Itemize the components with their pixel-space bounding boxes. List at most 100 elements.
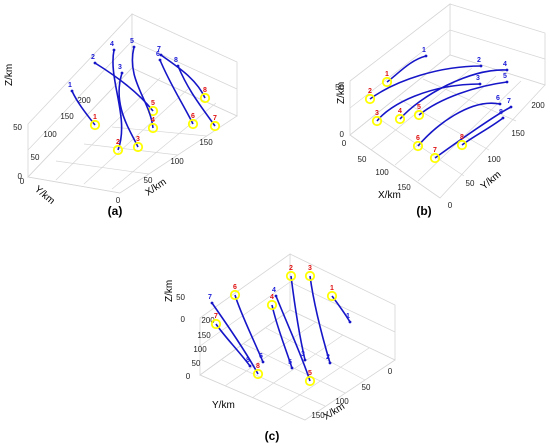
track-end-label: 4: [270, 294, 274, 301]
y-tick-label: 0: [186, 372, 191, 381]
track-start-label: 3: [301, 351, 305, 358]
x-gridline: [83, 143, 179, 156]
y-tick-label: 200: [77, 96, 91, 105]
y-gridline: [374, 115, 465, 177]
z-gridline: [199, 281, 396, 347]
y-gridline: [243, 343, 346, 394]
x-gridline: [27, 176, 121, 194]
track-end-label: 3: [375, 110, 379, 117]
target-marker: [229, 289, 241, 301]
y-gridline: [221, 359, 326, 407]
track-line: [331, 295, 351, 323]
y-tick-label: 50: [31, 153, 40, 162]
track-line: [417, 102, 501, 147]
track-start-label: 2: [326, 354, 330, 361]
y-gridline: [398, 98, 490, 151]
y-tick-label: 100: [487, 155, 501, 164]
track-start-label: 6: [156, 51, 160, 58]
track-line: [211, 302, 259, 375]
x-tick-label: 50: [144, 176, 153, 185]
start-point: [501, 116, 505, 120]
start-point: [479, 64, 483, 68]
track-end-label: 8: [460, 134, 464, 141]
start-point: [328, 361, 332, 365]
z-tick-label: 0: [18, 172, 23, 181]
track-line: [369, 65, 482, 100]
track-end-label: 3: [308, 265, 312, 272]
start-point: [159, 53, 163, 57]
target-marker: [381, 76, 393, 88]
track-start-label: 5: [503, 73, 507, 80]
x-tick-label: 100: [375, 168, 389, 177]
track-line: [434, 106, 512, 159]
target-marker: [210, 318, 222, 330]
x-tick-label: 100: [335, 397, 349, 406]
y-tick-label: 150: [60, 112, 74, 121]
z-tick-label: 50: [335, 83, 344, 92]
target-marker: [132, 141, 144, 153]
target-marker: [209, 120, 221, 132]
track-line: [71, 90, 96, 126]
start-point: [112, 48, 116, 52]
x-gridline: [349, 54, 451, 136]
start-point: [132, 45, 136, 49]
panel-c-zlabel: Z/km: [164, 280, 175, 302]
track-end-label: 8: [203, 87, 207, 94]
target-marker: [199, 92, 211, 104]
track-line: [275, 295, 311, 382]
track-end-label: 7: [213, 115, 217, 122]
y-gridline: [199, 374, 306, 421]
z-tick-label: 50: [176, 293, 185, 302]
track-start-label: 6: [496, 95, 500, 102]
track-end-label: 5: [308, 370, 312, 377]
target-marker: [394, 113, 406, 125]
start-point: [348, 320, 352, 324]
target-marker: [252, 368, 264, 380]
z-tick-label: 0: [340, 130, 345, 139]
track-start-label: 2: [91, 54, 95, 61]
track-end-label: 2: [368, 88, 372, 95]
target-marker: [429, 152, 441, 164]
y-tick-label: 50: [466, 179, 475, 188]
x-tick-label: 0: [342, 139, 347, 148]
start-point: [120, 71, 124, 75]
x-gridline: [251, 334, 344, 399]
track-start-label: 4: [503, 61, 507, 68]
track-line: [118, 72, 139, 148]
track-line: [131, 46, 154, 129]
x-tick-label: 150: [199, 138, 213, 147]
y-tick-label: 100: [43, 130, 57, 139]
track-line: [159, 59, 194, 125]
track-line: [376, 83, 481, 122]
target-marker: [147, 122, 159, 134]
track-line: [290, 275, 306, 361]
panel-a-ylabel: Y/km: [32, 184, 57, 207]
track-end-label: 1: [330, 285, 334, 292]
y-gridline: [83, 88, 189, 185]
track-end-label: 7: [214, 313, 218, 320]
track-end-label: 3: [136, 136, 140, 143]
track-end-label: 2: [116, 139, 120, 146]
x-tick-label: 150: [397, 183, 411, 192]
y-tick-label: 150: [511, 129, 525, 138]
target-marker: [304, 375, 316, 387]
start-point: [290, 366, 294, 370]
x-gridline: [278, 347, 370, 410]
start-point: [261, 360, 265, 364]
target-marker: [412, 140, 424, 152]
y-tick-label: 0: [20, 177, 25, 186]
track-start-label: 3: [476, 75, 480, 82]
z-gridline: [27, 40, 238, 151]
track-start-label: 7: [507, 98, 511, 105]
track-end-label: 2: [289, 265, 293, 272]
y-tick-label: 200: [201, 316, 215, 325]
x-gridline: [417, 80, 522, 182]
y-tick-label: 0: [448, 201, 453, 210]
start-point: [158, 58, 162, 62]
x-tick-label: 0: [388, 367, 393, 376]
